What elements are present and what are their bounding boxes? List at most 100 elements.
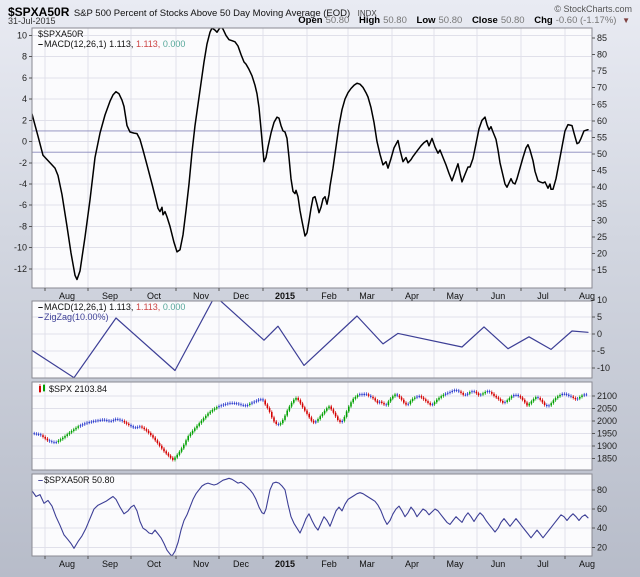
- low-label: Low: [416, 15, 436, 26]
- plot-background: [32, 474, 592, 556]
- axis-tick-label: Aug: [579, 291, 595, 301]
- panel-border: [31, 381, 593, 471]
- axis-tick-label: 2015: [275, 559, 295, 569]
- axis-tick-label: Sep: [102, 559, 118, 569]
- right-axis: 10 5 0 -5 -10: [592, 295, 610, 373]
- axis-tick-label: 1850: [597, 453, 617, 463]
- axis-tick-label: Mar: [359, 291, 375, 301]
- axis-tick-label: 75: [597, 66, 607, 76]
- high-label: High: [358, 15, 381, 26]
- axis-tick-label: 80: [597, 50, 607, 60]
- panel2-macd-name: MACD(12,26,1): [44, 302, 107, 312]
- open-label: Open: [298, 15, 323, 26]
- vertical-gridlines: [44, 28, 566, 288]
- axis-tick-label: 4: [22, 94, 27, 104]
- axis-tick-label: Aug: [59, 559, 75, 569]
- macd-line-icon: –: [38, 302, 43, 312]
- axis-tick-label: 6: [22, 73, 27, 83]
- plot-background: [32, 382, 592, 470]
- panel1-macd-v3: 0.000: [162, 39, 186, 49]
- line-series-zigzag-of-macd: [32, 301, 589, 378]
- axis-tick-label: May: [446, 291, 464, 301]
- month-axis: Aug Sep Oct Nov Dec 2015 Feb Mar Apr May Jun Jul Aug: [44, 288, 595, 301]
- axis-tick-label: -2: [19, 158, 27, 168]
- vertical-gridlines: [44, 301, 566, 378]
- panel-2: 10 5 0 -5 -10: [31, 295, 610, 379]
- chg-down-arrow-icon[interactable]: ▼: [622, 16, 630, 25]
- axis-tick-label: Feb: [321, 559, 337, 569]
- axis-tick-label: -5: [597, 346, 605, 356]
- low-value: 50.80: [438, 15, 463, 26]
- axis-tick-label: 0: [22, 137, 27, 147]
- axis-tick-label: Jun: [491, 559, 506, 569]
- axis-tick-label: Jul: [537, 291, 549, 301]
- symbol-label: $SPXA50R: [8, 5, 70, 19]
- axis-tick-label: 1900: [597, 441, 617, 451]
- panel3-spx-label: $SPX 2103.84: [49, 384, 108, 394]
- axis-tick-label: 30: [597, 215, 607, 225]
- axis-tick-label: 70: [597, 83, 607, 93]
- quote-row: Open 50.80 High 50.80 Low 50.80 Close 50.80 …: [291, 15, 630, 26]
- right-axis: 80 60 40 20: [592, 485, 607, 552]
- panel-border: [31, 473, 593, 557]
- axis-tick-label: Nov: [193, 291, 210, 301]
- panel2-macd-v2: 1.113,: [135, 302, 161, 312]
- panel4-legend: – $SPXA50R 50.80: [38, 476, 115, 486]
- axis-tick-label: 20: [597, 542, 607, 552]
- high-value: 50.80: [383, 15, 407, 26]
- axis-tick-label: 1950: [597, 428, 617, 438]
- axis-tick-label: 50: [597, 149, 607, 159]
- axis-tick-label: 2000: [597, 416, 617, 426]
- panel2-macd-v1: 1.113,: [109, 302, 134, 312]
- axis-tick-label: 80: [597, 485, 607, 495]
- axis-tick-label: Feb: [321, 291, 337, 301]
- chg-label: Chg: [534, 15, 553, 26]
- open-value: 50.80: [325, 15, 350, 26]
- axis-tick-label: Jun: [491, 291, 506, 301]
- left-axis: 10 8 6 4 2 0 -2 -4 -6 -8 -10 -12: [14, 30, 32, 274]
- axis-tick-label: 25: [597, 232, 607, 242]
- spxa50r-line-icon: –: [38, 475, 43, 485]
- axis-tick-label: Jul: [537, 559, 549, 569]
- axis-tick-label: Oct: [147, 559, 162, 569]
- axis-tick-label: 5: [597, 312, 602, 322]
- axis-tick-label: -4: [19, 179, 27, 189]
- close-label: Close: [471, 15, 498, 26]
- chg-value: -0.60 (-1.17%): [555, 15, 617, 26]
- close-value: 50.80: [500, 15, 525, 26]
- axis-tick-label: Apr: [405, 291, 419, 301]
- axis-tick-label: 65: [597, 99, 607, 109]
- panel3-legend: $SPX 2103.84: [38, 384, 107, 394]
- right-axis: 85 80 75 70 65 60 55 50 45 40 35 30 25 20 15: [592, 33, 607, 275]
- axis-tick-label: Dec: [233, 291, 250, 301]
- axis-tick-label: 2015: [275, 291, 295, 301]
- panel-1: 8580757065605550454035302520151086420-2-…: [14, 27, 607, 289]
- panel1-macd-v1: 1.113,: [109, 39, 134, 49]
- axis-tick-label: 10: [597, 295, 607, 305]
- panel2-zigzag-label: ZigZag(10.00%): [44, 312, 109, 322]
- header-row-1: $SPXA50R S&P 500 Percent of Stocks Above…: [8, 3, 377, 21]
- axis-tick-label: -10: [597, 363, 610, 373]
- axis-tick-label: -6: [19, 200, 27, 210]
- axis-tick-label: -8: [19, 221, 27, 231]
- axis-tick-label: Mar: [359, 559, 375, 569]
- axis-tick-label: Dec: [233, 559, 250, 569]
- axis-tick-label: Apr: [405, 559, 419, 569]
- panel-4: 80 60 40 20: [31, 473, 607, 557]
- horizontal-gridlines: [32, 34, 592, 270]
- axis-tick-label: 85: [597, 33, 607, 43]
- candlestick-icon: [39, 384, 45, 393]
- axis-tick-label: Sep: [102, 291, 118, 301]
- axis-tick-label: 40: [597, 182, 607, 192]
- axis-tick-label: 8: [22, 52, 27, 62]
- axis-tick-label: 40: [597, 523, 607, 533]
- panel-border: [31, 300, 593, 379]
- vertical-gridlines: [44, 474, 566, 556]
- axis-tick-label: 15: [597, 265, 607, 275]
- axis-tick-label: Aug: [59, 291, 75, 301]
- panel1-macd-name: MACD(12,26,1): [44, 39, 107, 49]
- axis-tick-label: 35: [597, 199, 607, 209]
- candlestick-series-spx-closes: [33, 388, 588, 462]
- line-series-macd-of-spxa50r: [32, 28, 589, 281]
